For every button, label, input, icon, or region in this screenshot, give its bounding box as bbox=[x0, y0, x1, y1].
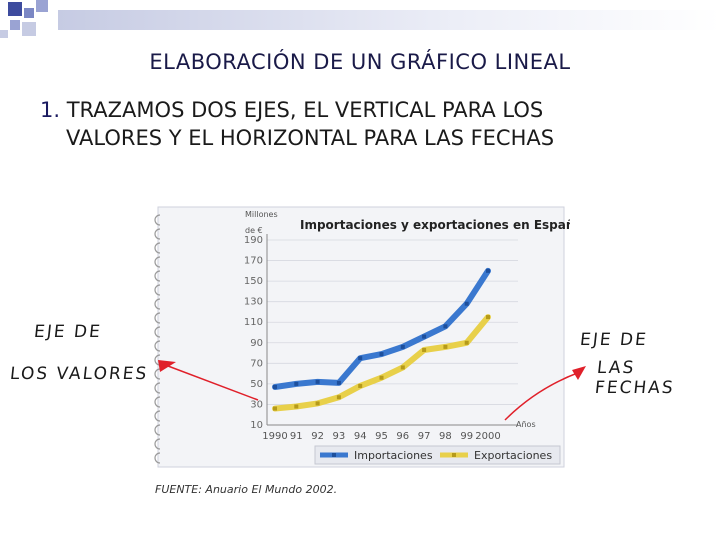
series-group bbox=[272, 267, 491, 412]
deco-square bbox=[36, 0, 48, 12]
spiral-ring bbox=[154, 410, 161, 422]
spiral-ring bbox=[154, 424, 161, 436]
spiral-ring bbox=[154, 326, 161, 338]
x-tick-label: 99 bbox=[460, 431, 473, 442]
grid-lines bbox=[266, 234, 518, 426]
data-point bbox=[294, 381, 299, 386]
spiral-ring bbox=[154, 242, 161, 254]
annotation-right-line1: EJE DE bbox=[578, 330, 649, 350]
spiral-ring bbox=[154, 382, 161, 394]
legend-box bbox=[314, 445, 561, 465]
y-tick-label: 50 bbox=[250, 379, 263, 390]
y-tick-label: 90 bbox=[250, 338, 263, 349]
y-tick-label: 170 bbox=[244, 256, 263, 267]
deco-square bbox=[22, 22, 36, 36]
data-point bbox=[379, 352, 384, 357]
deco-square bbox=[8, 2, 22, 16]
notebook-spiral bbox=[154, 214, 161, 464]
spiral-ring bbox=[154, 396, 161, 408]
slide-title: ELABORACIÓN DE UN GRÁFICO LINEAL bbox=[149, 50, 571, 74]
x-tick-label: 91 bbox=[290, 431, 303, 442]
spiral-ring bbox=[154, 284, 161, 296]
x-tick-label: 1990 bbox=[262, 431, 287, 442]
data-point bbox=[486, 268, 490, 273]
spiral-ring bbox=[154, 438, 161, 450]
spiral-ring bbox=[154, 270, 161, 282]
data-point bbox=[464, 340, 469, 345]
spiral-ring bbox=[154, 256, 161, 268]
data-point bbox=[400, 365, 405, 370]
y-axis-label-line2: de € bbox=[245, 226, 263, 235]
data-point bbox=[336, 380, 341, 385]
x-tick-label: 93 bbox=[333, 431, 346, 442]
chart-title: Importaciones y exportaciones en España bbox=[300, 218, 570, 232]
data-point bbox=[379, 375, 384, 380]
y-tick-label: 150 bbox=[244, 276, 263, 287]
data-point bbox=[294, 404, 299, 409]
x-tick-label: 95 bbox=[375, 431, 388, 442]
y-tick-label: 190 bbox=[244, 235, 263, 246]
step-text: 1. TRAZAMOS DOS EJES, EL VERTICAL PARA L… bbox=[40, 96, 700, 152]
step-number: 1. bbox=[40, 98, 61, 122]
x-tick-labels: 1990 91 92 93 94 95 96 97 98 99 2000 bbox=[262, 431, 500, 442]
deco-square bbox=[10, 20, 20, 30]
data-point bbox=[315, 401, 320, 406]
data-point bbox=[358, 383, 363, 388]
data-point bbox=[486, 315, 490, 320]
data-point bbox=[315, 379, 320, 384]
annotation-left-line2: LOS VALORES bbox=[8, 364, 150, 384]
x-tick-label: 96 bbox=[396, 431, 409, 442]
data-point bbox=[400, 344, 405, 349]
data-point bbox=[273, 406, 277, 411]
spiral-ring bbox=[154, 214, 161, 226]
annotation-left-line1: EJE DE bbox=[32, 322, 103, 342]
y-tick-label: 130 bbox=[244, 297, 263, 308]
spiral-ring bbox=[154, 228, 161, 240]
data-point bbox=[422, 334, 427, 339]
data-point bbox=[464, 301, 469, 306]
y-axis-label-line1: Millones bbox=[245, 210, 278, 219]
y-tick-label: 30 bbox=[250, 399, 263, 410]
legend-label: Exportaciones bbox=[474, 449, 552, 462]
y-tick-label: 10 bbox=[250, 420, 263, 431]
data-point bbox=[443, 324, 448, 329]
deco-bar bbox=[58, 10, 720, 30]
data-point bbox=[358, 356, 363, 361]
annotation-right-line2: LAS FECHAS bbox=[593, 358, 676, 398]
arrowhead-right bbox=[572, 366, 586, 380]
chart: Millones de € Importaciones y exportacio… bbox=[154, 206, 570, 496]
legend-marker bbox=[332, 453, 336, 457]
deco-square bbox=[0, 30, 8, 38]
data-point bbox=[273, 384, 277, 389]
legend: Importaciones Exportaciones bbox=[314, 445, 561, 465]
spiral-ring bbox=[154, 340, 161, 352]
y-tick-label: 70 bbox=[250, 358, 263, 369]
legend-label: Importaciones bbox=[354, 449, 433, 462]
step-text-line1: TRAZAMOS DOS EJES, EL VERTICAL PARA LOS bbox=[66, 98, 544, 122]
deco-square bbox=[24, 8, 34, 18]
x-tick-label: 92 bbox=[311, 431, 324, 442]
chart-source: FUENTE: Anuario El Mundo 2002. bbox=[155, 483, 337, 496]
x-tick-label: 97 bbox=[418, 431, 431, 442]
y-tick-label: 110 bbox=[244, 317, 263, 328]
chart-background bbox=[157, 206, 565, 468]
data-point bbox=[336, 395, 341, 400]
x-axis-label: Años bbox=[516, 420, 536, 429]
step-text-line2: VALORES Y EL HORIZONTAL PARA LAS FECHAS bbox=[66, 126, 555, 150]
x-tick-label: 2000 bbox=[475, 431, 500, 442]
data-point bbox=[443, 344, 448, 349]
data-point bbox=[422, 347, 427, 352]
spiral-ring bbox=[154, 452, 161, 464]
spiral-ring bbox=[154, 312, 161, 324]
x-tick-label: 94 bbox=[354, 431, 367, 442]
spiral-ring bbox=[154, 298, 161, 310]
legend-marker bbox=[452, 453, 456, 457]
x-tick-label: 98 bbox=[439, 431, 452, 442]
